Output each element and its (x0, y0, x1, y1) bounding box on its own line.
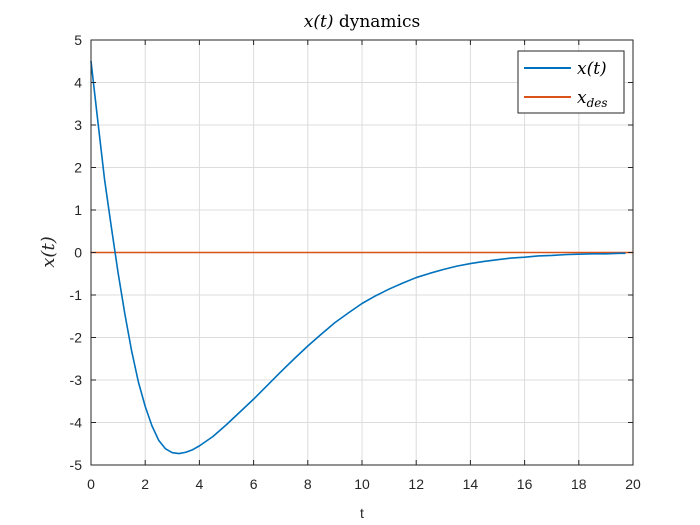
legend-label-xdes: xdes (577, 88, 608, 110)
x-tick-label: 6 (250, 476, 258, 492)
legend-label-xdes-sub: des (587, 96, 608, 110)
chart-title-math: x(t) (304, 12, 334, 32)
y-tick-label: 0 (74, 245, 82, 261)
x-tick-label: 0 (87, 476, 95, 492)
y-tick-label: -3 (70, 372, 83, 388)
series-layer (90, 60, 634, 455)
y-tick-label: -1 (70, 287, 83, 303)
legend: x(t) xdes (517, 50, 625, 114)
x-tick-label: 8 (304, 476, 312, 492)
x-tick-label: 4 (196, 476, 204, 492)
x-tick-label: 10 (354, 476, 370, 492)
x-tick-label: 2 (141, 476, 149, 492)
y-tick-label: 3 (74, 117, 82, 133)
x-tick-label: 14 (463, 476, 479, 492)
chart-title: x(t) dynamics (304, 12, 420, 32)
legend-label-x: x(t) (577, 59, 607, 79)
y-tick-label: 5 (74, 32, 82, 48)
y-axis-label: x(t) (38, 236, 59, 267)
legend-label-xdes-base: x (577, 88, 587, 108)
y-tick-label: 1 (74, 202, 82, 218)
series-line-x (90, 60, 626, 455)
x-tick-label: 12 (408, 476, 424, 492)
x-tick-label: 18 (571, 476, 587, 492)
x-tick-label: 16 (517, 476, 533, 492)
y-tick-label: -4 (70, 415, 83, 431)
y-tick-label: 4 (74, 75, 82, 91)
x-tick-label: 20 (625, 476, 641, 492)
y-tick-label: 2 (74, 160, 82, 176)
x-axis-label: t (360, 505, 364, 521)
y-tick-label: -2 (70, 330, 83, 346)
legend-box (517, 50, 625, 114)
y-tick-label: -5 (70, 457, 83, 473)
chart-title-rest: dynamics (333, 12, 420, 32)
